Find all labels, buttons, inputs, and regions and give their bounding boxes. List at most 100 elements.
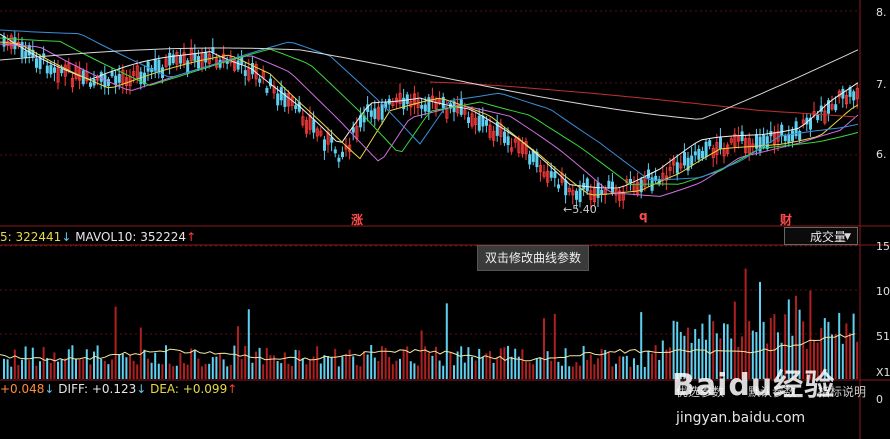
volume-bar — [391, 364, 394, 379]
tab-indicator-help[interactable]: 指标说明 — [818, 385, 867, 399]
volume-bar — [78, 359, 81, 379]
candle-body — [510, 147, 514, 152]
volume-bar — [647, 350, 650, 379]
candle-body — [175, 52, 179, 65]
volume-bar — [57, 361, 59, 379]
volume-bar — [618, 356, 621, 379]
candle-body — [142, 72, 146, 85]
volume-bar — [611, 366, 614, 379]
volume-bar — [377, 361, 380, 379]
volume-bar — [690, 342, 693, 379]
volume-bar — [233, 345, 236, 379]
volume-bar — [49, 362, 52, 379]
volume-bar — [24, 346, 27, 379]
candle-body — [146, 61, 150, 72]
volume-bar — [330, 356, 333, 379]
volume-bars[interactable] — [3, 268, 859, 379]
candle-body — [283, 92, 287, 107]
candle-body — [607, 180, 611, 188]
volume-bar — [399, 358, 401, 379]
volume-bar — [474, 360, 477, 379]
ma-line — [0, 29, 859, 181]
volume-bar — [571, 366, 574, 379]
candle-body — [474, 117, 478, 126]
candle-body — [168, 52, 172, 66]
down-arrow-icon: ↓ — [61, 230, 72, 244]
volume-bar — [42, 347, 45, 379]
indicator-select[interactable]: 成交量 ▼ — [784, 227, 858, 245]
event-marker[interactable]: q — [639, 209, 648, 223]
tab-optimized-params[interactable]: 优选参数 — [676, 385, 725, 399]
volume-bar — [147, 358, 149, 379]
chevron-down-icon[interactable]: ▼ — [844, 232, 851, 242]
candle-body — [708, 140, 712, 147]
volume-bar — [769, 318, 772, 379]
volume-bar — [280, 363, 283, 379]
candle-body — [286, 93, 290, 107]
candle-body — [564, 180, 568, 196]
volume-bar — [481, 356, 484, 379]
volume-bar — [766, 343, 769, 379]
candle-body — [125, 77, 129, 86]
volume-bar — [679, 331, 682, 379]
candle-body — [157, 59, 161, 74]
candle-body — [265, 87, 269, 93]
volume-bar — [96, 345, 99, 379]
event-marker[interactable]: 涨 — [351, 213, 364, 227]
candle-body — [801, 119, 805, 124]
volume-bar — [759, 281, 761, 379]
candle-body — [528, 154, 532, 165]
volume-bar — [193, 349, 196, 379]
candle-body — [456, 104, 460, 114]
candle-body — [834, 104, 838, 111]
volume-bar — [737, 346, 740, 379]
candle-body — [679, 163, 683, 169]
volume-bar — [669, 347, 671, 379]
candle-body — [729, 138, 733, 143]
volume-bar — [701, 323, 704, 379]
candle-body — [539, 165, 543, 173]
event-marker[interactable]: 财 — [780, 213, 793, 227]
candle-body — [301, 116, 305, 126]
candle-body — [369, 110, 373, 117]
candle-body — [719, 137, 723, 150]
candle-body — [423, 104, 427, 112]
candle-body — [506, 136, 510, 146]
volume-bar — [525, 361, 527, 379]
candle-body — [322, 139, 326, 151]
candle-body — [683, 152, 687, 166]
volume-bar — [654, 345, 657, 379]
volume-bar — [640, 312, 643, 379]
candle-body — [319, 130, 323, 136]
volume-bar — [121, 353, 124, 379]
candle-body — [686, 157, 690, 171]
mavol10-value: 352224 — [140, 230, 187, 244]
volume-bar — [21, 359, 23, 379]
volume-bar — [111, 359, 113, 379]
candle-body — [758, 136, 762, 152]
volume-bar — [561, 365, 563, 379]
volume-bar — [319, 363, 322, 379]
tab-default-params[interactable]: 默认参数 — [748, 385, 797, 399]
volume-bar — [557, 361, 560, 379]
volume-axis-tick: 10 — [876, 285, 890, 298]
candle-body — [600, 189, 604, 195]
volume-bar — [161, 364, 164, 379]
candle-body — [827, 100, 831, 114]
volume-bar — [607, 351, 610, 379]
candle-body — [294, 105, 298, 110]
volume-bar — [597, 358, 599, 379]
vol-ma-value: 322441 — [15, 230, 62, 244]
volume-bar — [546, 351, 549, 379]
volume-bar — [816, 342, 819, 379]
candle-body — [272, 85, 276, 94]
volume-bar — [665, 349, 668, 379]
volume-bar — [672, 320, 675, 379]
candlestick-series[interactable] — [2, 31, 859, 209]
volume-bar — [694, 329, 697, 379]
volume-bar — [726, 324, 729, 379]
volume-bar — [355, 365, 358, 379]
candle-body — [304, 120, 308, 134]
candle-body — [765, 136, 769, 149]
